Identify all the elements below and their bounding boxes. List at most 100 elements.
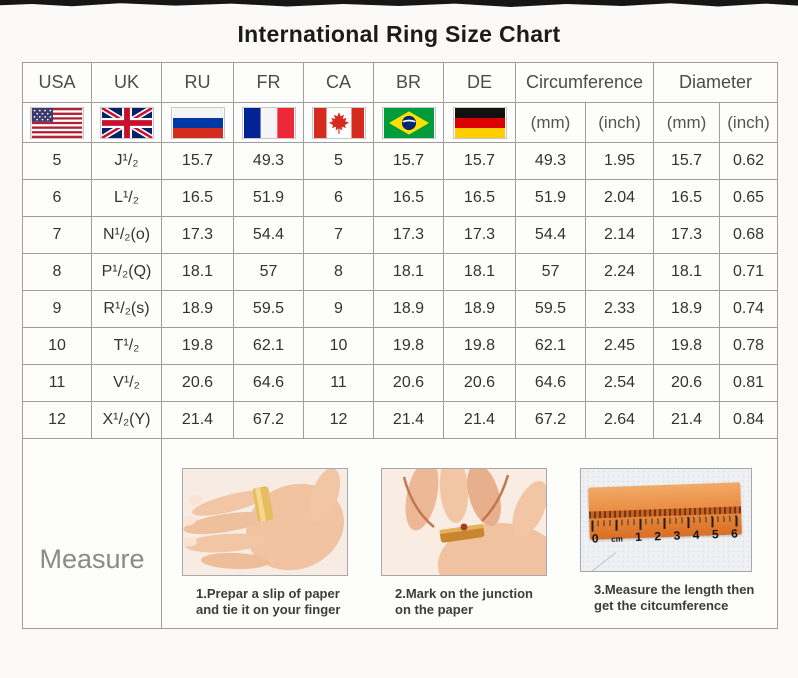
size-cell: 9 bbox=[22, 290, 92, 328]
step-3-caption-line-1: 3.Measure the length then bbox=[594, 581, 755, 597]
header-row: USA UK RU FR CA BR DE Circumference Diam… bbox=[22, 62, 779, 103]
size-cell: 18.1 bbox=[443, 253, 516, 291]
size-cell: 9 bbox=[303, 290, 374, 328]
size-cell: 67.2 bbox=[515, 401, 586, 439]
size-cell: N¹/₂(o) bbox=[91, 216, 162, 254]
ruler-mark-2: 2 bbox=[654, 528, 662, 543]
size-cell: 2.45 bbox=[584, 327, 655, 365]
size-cell: 19.8 bbox=[161, 327, 234, 365]
size-cell: 49.3 bbox=[233, 142, 304, 180]
col-header-fr: FR bbox=[233, 62, 304, 103]
size-cell: 8 bbox=[303, 253, 374, 291]
size-cell: 12 bbox=[22, 401, 92, 439]
germany-flag-cell bbox=[443, 102, 516, 143]
size-cell: 18.1 bbox=[161, 253, 234, 291]
size-cell: 59.5 bbox=[515, 290, 586, 328]
col-header-ca: CA bbox=[303, 62, 374, 103]
measure-steps: 1.Prepar a slip of paper and tie it on y… bbox=[182, 467, 777, 618]
size-cell: 2.14 bbox=[584, 216, 655, 254]
col-header-diameter: Diameter bbox=[653, 62, 779, 103]
size-cell: 10 bbox=[303, 327, 374, 365]
ruler-measuring-image: 0 cm 1 2 3 4 5 6 bbox=[580, 467, 752, 572]
size-cell: 10 bbox=[22, 327, 92, 365]
size-cell: 49.3 bbox=[515, 142, 586, 180]
hand-with-paper-strip-image bbox=[182, 467, 348, 576]
size-cell: 18.9 bbox=[443, 290, 516, 328]
table-row: 7 N¹/₂(o) 17.3 54.4 7 17.3 17.3 54.4 2.14 17.3 0.6… bbox=[22, 216, 779, 254]
measure-step-3: 0 cm 1 2 3 4 5 6 bbox=[580, 467, 755, 614]
size-cell: 6 bbox=[303, 179, 374, 217]
table-row: 11 V¹/₂ 20.6 64.6 11 20.6 20.6 64.6 2.54 20.6 0.81 bbox=[22, 364, 779, 402]
size-cell: 5 bbox=[303, 142, 374, 180]
size-cell: 2.24 bbox=[584, 253, 655, 291]
size-cell: L¹/₂ bbox=[91, 179, 162, 217]
size-cell: 18.9 bbox=[161, 290, 234, 328]
size-cell: 16.5 bbox=[653, 179, 721, 217]
size-cell: V¹/₂ bbox=[91, 364, 162, 402]
table-row: 9 R¹/₂(s) 18.9 59.5 9 18.9 18.9 59.5 2.33 18.9 0.7… bbox=[22, 290, 779, 328]
size-cell: 19.8 bbox=[373, 327, 444, 365]
size-cell: 0.65 bbox=[719, 179, 779, 217]
size-cell: 54.4 bbox=[515, 216, 586, 254]
size-cell: 57 bbox=[515, 253, 586, 291]
size-cell: 0.62 bbox=[719, 142, 779, 180]
size-cell: 21.4 bbox=[161, 401, 234, 439]
col-header-br: BR bbox=[373, 62, 444, 103]
flag-row: (mm) (inch) (mm) (inch) bbox=[22, 102, 779, 143]
usa-flag-icon bbox=[30, 106, 84, 139]
size-cell: 15.7 bbox=[653, 142, 721, 180]
size-cell: 18.1 bbox=[373, 253, 444, 291]
measure-steps-cell: 1.Prepar a slip of paper and tie it on y… bbox=[160, 438, 779, 629]
size-cell: 11 bbox=[22, 364, 92, 402]
size-cell: J¹/₂ bbox=[91, 142, 162, 180]
measure-step-1: 1.Prepar a slip of paper and tie it on y… bbox=[182, 467, 348, 618]
size-cell: 51.9 bbox=[233, 179, 304, 217]
size-cell: 0.74 bbox=[719, 290, 779, 328]
size-cell: 1.95 bbox=[584, 142, 655, 180]
marking-hands-illustration-icon bbox=[382, 468, 546, 575]
size-cell: 15.7 bbox=[443, 142, 516, 180]
canada-flag-cell bbox=[303, 102, 374, 143]
size-cell: 5 bbox=[22, 142, 92, 180]
ring-size-table: USA UK RU FR CA BR DE Circumference Diam… bbox=[22, 62, 779, 629]
size-cell: 0.81 bbox=[719, 364, 779, 402]
size-cell: 18.1 bbox=[653, 253, 721, 291]
measure-label: Measure bbox=[22, 438, 162, 629]
col-header-ru: RU bbox=[161, 62, 234, 103]
size-cell: 8 bbox=[22, 253, 92, 291]
canada-flag-icon bbox=[311, 106, 366, 139]
size-cell: 21.4 bbox=[653, 401, 721, 439]
size-cell: 12 bbox=[303, 401, 374, 439]
size-cell: 20.6 bbox=[373, 364, 444, 402]
col-header-circumference: Circumference bbox=[514, 62, 655, 103]
size-cell: 19.8 bbox=[653, 327, 721, 365]
size-cell: 7 bbox=[22, 216, 92, 254]
size-cell: 18.9 bbox=[653, 290, 721, 328]
page-title: International Ring Size Chart bbox=[237, 21, 561, 47]
size-cell: 20.6 bbox=[653, 364, 721, 402]
table-row: 5 J¹/₂ 15.7 49.3 5 15.7 15.7 49.3 1.95 15.7 0.62 bbox=[22, 142, 779, 180]
size-cell: 51.9 bbox=[515, 179, 586, 217]
photo-top-edge bbox=[0, 0, 798, 8]
ruler-unit-label: cm bbox=[611, 533, 623, 544]
brazil-flag-cell bbox=[373, 102, 444, 143]
diameter-mm-header: (mm) bbox=[653, 102, 721, 143]
size-cell: T¹/₂ bbox=[91, 327, 162, 365]
size-cell: 17.3 bbox=[653, 216, 721, 254]
step-1-caption-line-1: 1.Prepar a slip of paper bbox=[196, 585, 340, 601]
step-2-caption-line-2: on the paper bbox=[395, 601, 474, 617]
ruler-mark-0: 0 bbox=[591, 530, 599, 546]
size-cell: 62.1 bbox=[233, 327, 304, 365]
table-row: 10 T¹/₂ 19.8 62.1 10 19.8 19.8 62.1 2.45 19.8 0.78 bbox=[22, 327, 779, 365]
uk-flag-cell bbox=[91, 102, 162, 143]
ruler-mark-4: 4 bbox=[692, 527, 700, 542]
size-cell: 0.68 bbox=[719, 216, 779, 254]
france-flag-icon bbox=[241, 106, 296, 139]
col-header-de: DE bbox=[443, 62, 516, 103]
col-header-uk: UK bbox=[91, 62, 162, 103]
size-cell: 20.6 bbox=[443, 364, 516, 402]
russia-flag-cell bbox=[161, 102, 234, 143]
table-row: 6 L¹/₂ 16.5 51.9 6 16.5 16.5 51.9 2.04 16.5 0.65 bbox=[22, 179, 779, 217]
size-cell: 0.78 bbox=[719, 327, 779, 365]
size-cell: P¹/₂(Q) bbox=[91, 253, 162, 291]
